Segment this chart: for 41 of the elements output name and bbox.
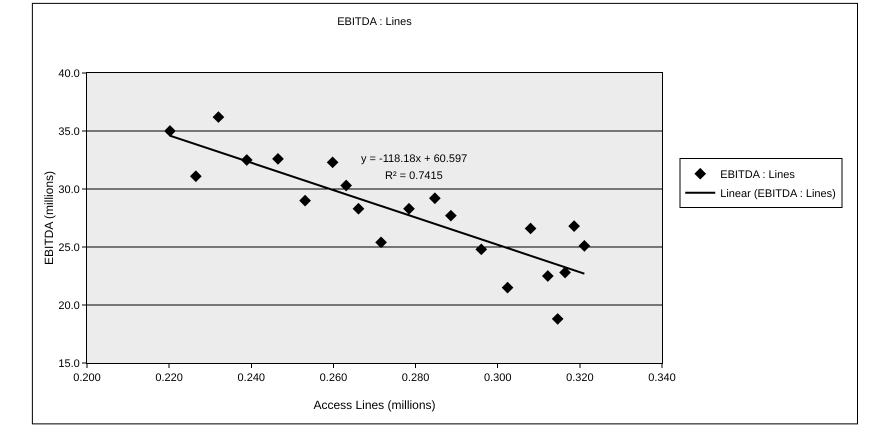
y-tick-label: 30.0 (58, 184, 80, 196)
point (340, 180, 352, 192)
point (475, 243, 488, 256)
point (568, 220, 580, 232)
y-tick-label: 35.0 (58, 126, 80, 138)
point (552, 313, 564, 325)
point (502, 282, 514, 294)
point (375, 236, 387, 248)
x-tick-label: 0.240 (238, 372, 266, 384)
point (429, 192, 441, 204)
legend-label: Linear (EBITDA : Lines) (720, 188, 836, 200)
annotation: y = -118.18x + 60.597 (361, 153, 468, 165)
y-tick-label: 15.0 (58, 358, 80, 370)
x-tick-label: 0.260 (320, 372, 348, 384)
x-tick-label: 0.320 (566, 372, 594, 384)
x-tick-label: 0.280 (402, 372, 430, 384)
point (190, 170, 202, 182)
y-tick-label: 20.0 (58, 300, 80, 312)
y-axis-title: EBITDA (millions) (42, 170, 56, 266)
point (326, 156, 338, 168)
point (212, 111, 224, 123)
x-tick-label: 0.220 (155, 372, 183, 384)
chart-title: EBITDA : Lines (337, 16, 412, 28)
point (272, 152, 284, 165)
x-tick-label: 0.300 (484, 372, 512, 384)
y-tick-label: 40.0 (58, 68, 80, 80)
point (445, 210, 457, 222)
point (403, 202, 415, 215)
point (559, 266, 571, 278)
point (299, 194, 311, 206)
legend-label: EBITDA : Lines (720, 168, 796, 181)
x-axis-title: Access Lines (millions) (313, 398, 436, 412)
point (524, 222, 536, 234)
point (542, 270, 554, 282)
annotation: R² = 0.7415 (385, 170, 443, 182)
x-tick-label: 0.200 (73, 372, 101, 384)
point (578, 240, 590, 252)
point (352, 202, 364, 215)
y-tick-label: 25.0 (58, 242, 80, 254)
point (164, 125, 176, 137)
x-tick-label: 0.340 (648, 372, 676, 384)
